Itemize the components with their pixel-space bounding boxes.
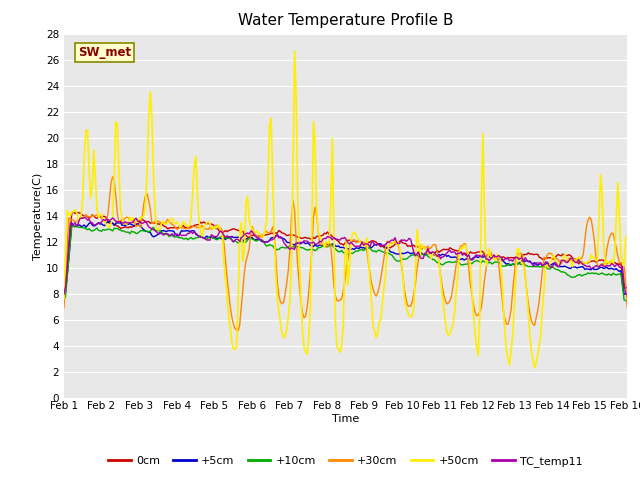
+5cm bbox=[623, 291, 631, 297]
+10cm bbox=[131, 229, 138, 235]
+30cm bbox=[623, 305, 631, 311]
0cm bbox=[131, 223, 138, 228]
+30cm bbox=[310, 216, 317, 221]
+10cm bbox=[68, 223, 76, 229]
Line: 0cm: 0cm bbox=[64, 212, 627, 288]
+10cm bbox=[230, 239, 237, 244]
0cm bbox=[258, 232, 266, 238]
TC_temp11 bbox=[258, 238, 266, 243]
TC_temp11 bbox=[81, 215, 88, 220]
+10cm bbox=[258, 237, 266, 242]
+10cm bbox=[308, 246, 316, 252]
+5cm bbox=[258, 239, 266, 244]
TC_temp11 bbox=[248, 228, 256, 234]
0cm bbox=[593, 259, 601, 264]
+5cm bbox=[230, 235, 237, 240]
+30cm bbox=[131, 220, 138, 226]
TC_temp11 bbox=[623, 291, 631, 297]
+5cm bbox=[248, 235, 256, 240]
+50cm bbox=[291, 48, 298, 54]
Line: +30cm: +30cm bbox=[64, 177, 627, 331]
+30cm bbox=[595, 264, 603, 269]
+30cm bbox=[259, 232, 267, 238]
+50cm bbox=[256, 231, 264, 237]
+10cm bbox=[60, 298, 68, 303]
+5cm bbox=[60, 291, 68, 297]
+10cm bbox=[593, 271, 601, 277]
TC_temp11 bbox=[593, 264, 601, 269]
0cm bbox=[60, 285, 68, 290]
+30cm bbox=[60, 305, 68, 311]
+30cm bbox=[230, 321, 237, 327]
+30cm bbox=[250, 228, 258, 234]
+50cm bbox=[595, 218, 603, 224]
+5cm bbox=[131, 223, 138, 229]
Line: +5cm: +5cm bbox=[64, 221, 627, 294]
Y-axis label: Temperature(C): Temperature(C) bbox=[33, 172, 43, 260]
+5cm bbox=[593, 266, 601, 272]
TC_temp11 bbox=[230, 239, 237, 245]
Line: +50cm: +50cm bbox=[64, 51, 627, 368]
+30cm bbox=[109, 174, 116, 180]
+50cm bbox=[129, 215, 137, 220]
+50cm bbox=[228, 340, 236, 346]
0cm bbox=[623, 285, 631, 290]
+50cm bbox=[623, 233, 631, 239]
+50cm bbox=[531, 365, 538, 371]
Text: SW_met: SW_met bbox=[78, 47, 131, 60]
+5cm bbox=[308, 243, 316, 249]
+10cm bbox=[623, 298, 631, 303]
Title: Water Temperature Profile B: Water Temperature Profile B bbox=[238, 13, 453, 28]
+5cm bbox=[106, 218, 113, 224]
+50cm bbox=[247, 225, 255, 230]
0cm bbox=[308, 237, 316, 243]
Legend: 0cm, +5cm, +10cm, +30cm, +50cm, TC_temp11: 0cm, +5cm, +10cm, +30cm, +50cm, TC_temp1… bbox=[104, 451, 588, 471]
+50cm bbox=[60, 295, 68, 301]
+50cm bbox=[308, 226, 316, 231]
X-axis label: Time: Time bbox=[332, 414, 359, 424]
Line: +10cm: +10cm bbox=[64, 226, 627, 300]
+10cm bbox=[248, 236, 256, 242]
TC_temp11 bbox=[131, 216, 138, 222]
TC_temp11 bbox=[308, 240, 316, 246]
0cm bbox=[70, 209, 77, 215]
+30cm bbox=[234, 328, 242, 334]
Line: TC_temp11: TC_temp11 bbox=[64, 217, 627, 294]
TC_temp11 bbox=[60, 291, 68, 297]
0cm bbox=[230, 226, 237, 231]
0cm bbox=[248, 232, 256, 238]
